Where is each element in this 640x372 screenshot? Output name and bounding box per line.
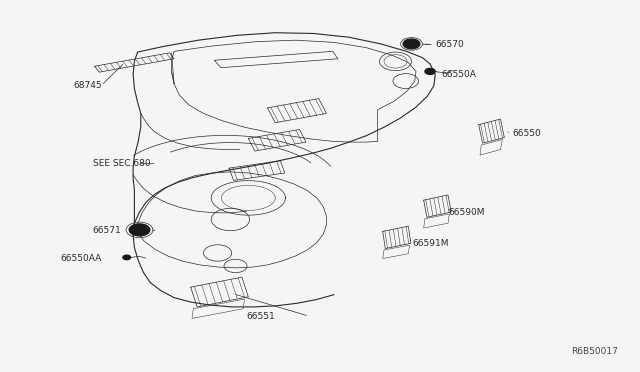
- Text: 66590M: 66590M: [448, 208, 484, 217]
- Text: 66550: 66550: [512, 129, 541, 138]
- Text: R6B50017: R6B50017: [571, 347, 618, 356]
- Text: 66570: 66570: [435, 40, 464, 49]
- Text: 68745: 68745: [74, 81, 102, 90]
- Circle shape: [425, 68, 435, 74]
- Text: SEE SEC.680: SEE SEC.680: [93, 159, 150, 168]
- Circle shape: [123, 255, 131, 260]
- Text: 66591M: 66591M: [413, 239, 449, 248]
- Text: 66551: 66551: [246, 312, 275, 321]
- Text: 66571: 66571: [93, 226, 122, 235]
- Circle shape: [129, 224, 150, 236]
- Text: 66550AA: 66550AA: [61, 254, 102, 263]
- Circle shape: [403, 39, 420, 49]
- Text: 66550A: 66550A: [442, 70, 476, 79]
